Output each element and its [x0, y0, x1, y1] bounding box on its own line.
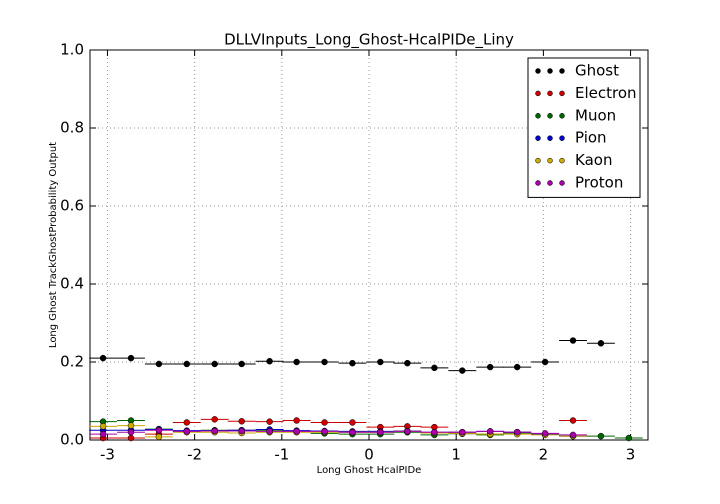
x-axis-label: Long Ghost HcalPIDe — [317, 465, 422, 476]
y-tick-label: 0.4 — [60, 275, 84, 293]
point — [238, 360, 245, 368]
point — [99, 354, 107, 362]
legend-marker — [559, 68, 565, 74]
point — [486, 428, 494, 435]
y-tick-label: 1.0 — [60, 41, 84, 59]
legend-marker — [559, 135, 565, 141]
point — [349, 359, 356, 367]
x-tick-label: -3 — [100, 446, 115, 464]
legend-label: Electron — [575, 84, 637, 102]
point — [513, 363, 521, 371]
point — [321, 358, 328, 366]
point — [127, 428, 135, 436]
legend-label: Kaon — [575, 151, 612, 169]
legend-marker — [535, 68, 541, 74]
point — [404, 428, 411, 435]
point — [293, 428, 300, 435]
point — [127, 354, 135, 362]
point — [486, 363, 494, 371]
legend-marker — [547, 90, 553, 97]
legend-marker — [535, 135, 541, 141]
legend-marker — [547, 157, 553, 164]
chart-title: DLLVInputs_Long_Ghost-HcalPIDe_Liny — [224, 31, 514, 50]
x-tick-label: -1 — [274, 446, 289, 464]
point — [266, 357, 273, 365]
legend-marker — [535, 113, 541, 119]
point — [377, 358, 384, 366]
point — [266, 418, 273, 425]
point — [183, 428, 191, 435]
point — [459, 428, 466, 436]
legend-marker — [559, 180, 565, 186]
point — [293, 358, 300, 366]
point — [404, 359, 411, 367]
legend-marker — [559, 113, 565, 119]
legend-marker — [535, 157, 541, 164]
legend-marker — [559, 90, 565, 97]
point — [513, 428, 521, 436]
legend-marker — [547, 135, 553, 141]
point — [431, 428, 438, 436]
point — [127, 434, 135, 442]
point — [541, 358, 549, 366]
point — [155, 360, 163, 368]
point — [293, 417, 300, 424]
legend-marker — [535, 180, 541, 186]
point — [349, 428, 356, 436]
x-tick-label: -2 — [187, 446, 202, 464]
y-tick-label: 0.2 — [60, 353, 84, 371]
legend-marker — [535, 90, 541, 97]
legend-marker — [559, 157, 565, 164]
point — [625, 434, 633, 442]
x-tick-label: 3 — [626, 446, 636, 464]
point — [569, 417, 577, 424]
legend-label: Ghost — [575, 62, 619, 80]
point — [321, 419, 328, 426]
point — [238, 418, 245, 425]
y-tick-label: 0.8 — [60, 119, 84, 137]
point — [183, 360, 191, 368]
point — [597, 340, 605, 347]
x-tick-label: 1 — [451, 446, 461, 464]
point — [238, 427, 245, 435]
point — [155, 427, 163, 434]
legend-box — [527, 57, 641, 198]
point — [211, 360, 218, 368]
point — [569, 337, 577, 344]
y-tick-label: 0.0 — [60, 431, 84, 449]
plot-frame — [89, 49, 649, 441]
point — [377, 428, 384, 436]
point — [349, 419, 356, 426]
point — [99, 430, 107, 438]
point — [211, 427, 218, 435]
point — [127, 422, 135, 429]
point — [459, 367, 466, 374]
point — [431, 364, 438, 372]
legend-marker — [547, 68, 553, 74]
point — [597, 432, 605, 440]
x-tick-label: 0 — [364, 446, 374, 464]
y-axis-label: Long Ghost TrackGhostProbability Output — [48, 142, 59, 348]
x-tick-label: 2 — [539, 446, 549, 464]
point — [569, 431, 577, 439]
point — [211, 416, 218, 423]
point — [183, 419, 191, 426]
point — [321, 428, 328, 435]
legend-marker — [547, 113, 553, 119]
legend-label: Muon — [575, 106, 616, 124]
point — [155, 433, 163, 441]
legend-label: Pion — [575, 129, 607, 147]
y-tick-label: 0.6 — [60, 197, 84, 215]
point — [541, 430, 549, 437]
point — [99, 423, 107, 430]
legend-marker — [547, 180, 553, 186]
legend-label: Proton — [575, 174, 623, 192]
point — [266, 428, 273, 435]
